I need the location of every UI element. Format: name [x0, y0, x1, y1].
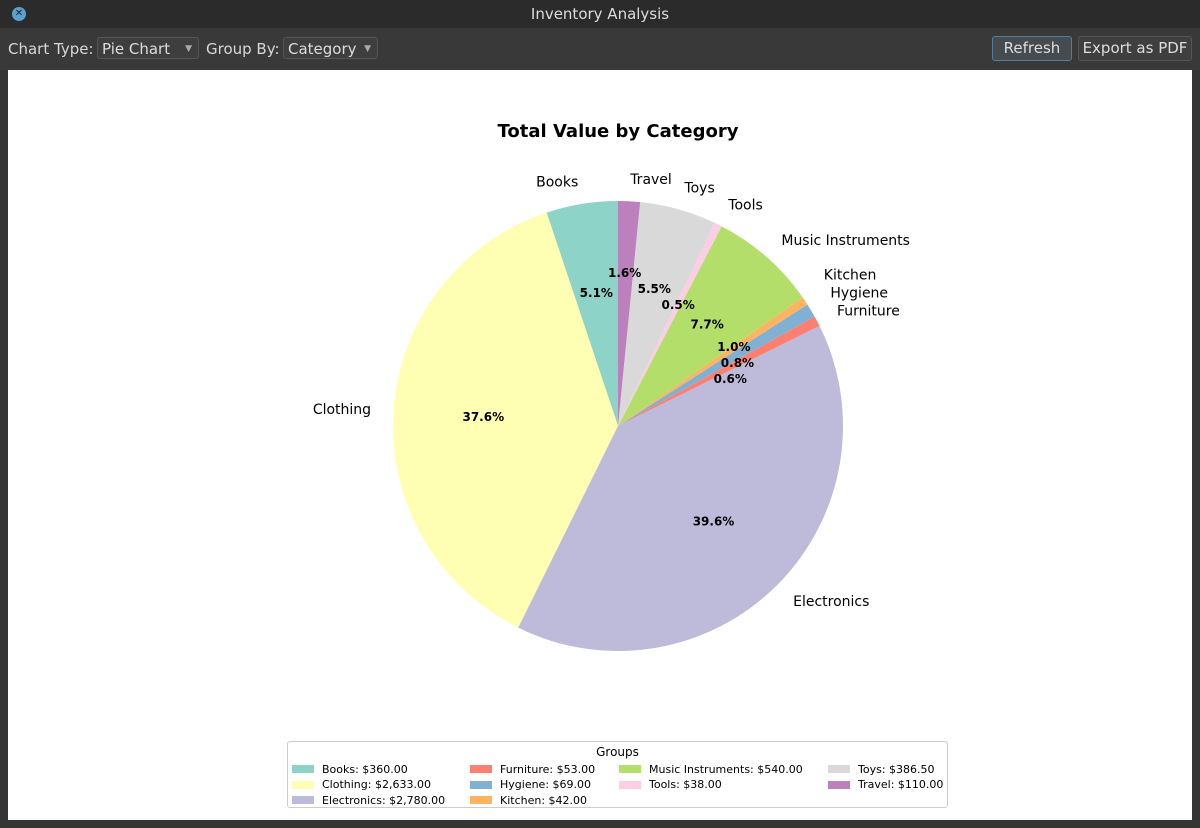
legend-label: Electronics: $2,780.00	[322, 793, 446, 807]
toolbar: Chart Type: Pie Chart ▼ Group By: Categor…	[0, 28, 1200, 70]
legend-entry: Kitchen: $42.00	[470, 793, 587, 807]
legend-label: Travel: $110.00	[858, 778, 944, 791]
legend-label: Books: $360.00	[322, 762, 408, 776]
legend-label: Tools: $38.00	[649, 778, 722, 791]
legend-entry: Hygiene: $69.00	[470, 778, 591, 792]
legend-entry: Toys: $386.50	[828, 762, 935, 776]
pie-slice-books	[546, 201, 618, 426]
close-icon[interactable]: ✕	[12, 7, 26, 21]
legend-entry: Travel: $110.00	[828, 778, 943, 792]
legend-swatch	[828, 780, 850, 789]
slice-percent-label: 0.5%	[662, 298, 695, 312]
title-bar: ✕ Inventory Analysis	[0, 0, 1200, 28]
slice-percent-label: 0.8%	[721, 356, 754, 370]
legend-swatch	[619, 765, 641, 773]
slice-label: Tools	[727, 197, 763, 213]
slice-percent-label: 7.7%	[690, 318, 723, 332]
legend-swatch	[470, 796, 492, 804]
pie-slice-travel	[618, 201, 641, 426]
legend-swatch	[470, 780, 492, 789]
chart-type-value: Pie Chart	[102, 40, 171, 58]
legend-title: Groups	[596, 745, 639, 759]
pie-slice-tools	[618, 222, 722, 426]
legend-label: Furniture: $53.00	[500, 762, 596, 776]
pie-slice-clothing	[393, 212, 618, 628]
pie-slice-kitchen	[618, 297, 808, 426]
group-by-select[interactable]: Category ▼	[283, 37, 378, 59]
slice-percent-label: 0.6%	[714, 372, 747, 386]
slice-percent-label: 5.5%	[638, 282, 671, 296]
slice-percent-label: 1.0%	[717, 340, 750, 354]
legend: Groups Books: $360.00 Clothing: $2,633.00…	[287, 741, 948, 808]
pie-slice-electronics	[518, 325, 843, 651]
legend-entry: Electronics: $2,780.00	[292, 793, 445, 807]
slice-label: Toys	[683, 181, 714, 197]
chart-title: Total Value by Category	[498, 121, 739, 142]
group-by-value: Category	[288, 40, 357, 58]
slice-label: Kitchen	[824, 268, 877, 284]
group-by-label: Group By:	[206, 40, 280, 58]
slice-label: Hygiene	[830, 286, 888, 302]
legend-swatch	[292, 780, 314, 789]
slice-label: Furniture	[837, 304, 900, 320]
legend-label: Hygiene: $69.00	[500, 778, 592, 791]
chart-type-label: Chart Type:	[8, 40, 94, 58]
legend-entry: Music Instruments: $540.00	[619, 762, 803, 776]
chevron-down-icon: ▼	[364, 44, 371, 54]
chart-panel: Total Value by Category Books 5.1% Clothin…	[8, 70, 1192, 820]
export-pdf-button[interactable]: Export as PDF	[1078, 36, 1192, 61]
pie-slice-furniture	[618, 316, 820, 426]
window-title: Inventory Analysis	[530, 5, 670, 23]
pie-slice-hygiene	[618, 304, 815, 426]
legend-entry: Furniture: $53.00	[470, 762, 595, 776]
pie-chart: Total Value by Category Books 5.1% Clothin…	[313, 121, 910, 651]
slice-percent-label: 37.6%	[462, 410, 504, 424]
slice-percent-label: 5.1%	[580, 286, 613, 300]
chevron-down-icon: ▼	[185, 44, 192, 54]
chart-type-select[interactable]: Pie Chart ▼	[97, 37, 199, 59]
legend-entry: Clothing: $2,633.00	[292, 778, 431, 792]
legend-entry: Books: $360.00	[292, 762, 408, 776]
legend-label: Music Instruments: $540.00	[649, 762, 803, 776]
legend-swatch	[292, 765, 314, 773]
refresh-button[interactable]: Refresh	[992, 36, 1072, 61]
legend-swatch	[292, 796, 314, 804]
slice-label: Clothing	[313, 402, 371, 418]
slice-percent-label: 39.6%	[693, 514, 735, 528]
slice-label: Travel	[629, 172, 672, 188]
legend-swatch	[470, 765, 492, 773]
slice-label: Books	[536, 175, 578, 191]
legend-label: Kitchen: $42.00	[500, 793, 588, 807]
slice-percent-label: 1.6%	[608, 266, 641, 280]
slice-label: Electronics	[793, 594, 869, 610]
legend-swatch	[828, 765, 850, 773]
legend-entry: Tools: $38.00	[619, 778, 722, 792]
pie-slice-music-instruments	[618, 226, 803, 426]
slice-label: Music Instruments	[781, 233, 910, 249]
pie-slice-toys	[618, 202, 715, 426]
legend-label: Toys: $386.50	[858, 762, 935, 776]
legend-label: Clothing: $2,633.00	[322, 778, 431, 791]
legend-swatch	[619, 780, 641, 789]
